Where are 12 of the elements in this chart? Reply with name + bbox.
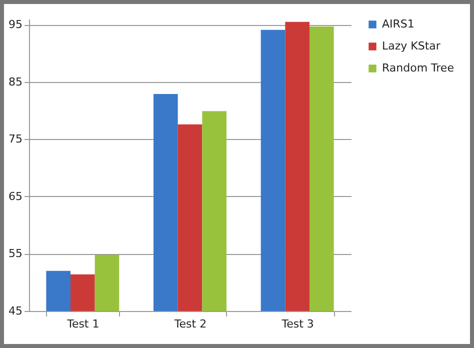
y-tick-label: 75 — [8, 132, 22, 146]
y-tick-label: 65 — [8, 190, 22, 203]
legend-label: Random Tree — [382, 62, 454, 74]
x-tick-label: Test 2 — [173, 318, 207, 330]
y-tick-label: 55 — [8, 247, 22, 260]
x-tick-label: Test 3 — [280, 318, 314, 330]
y-tick-label: 45 — [8, 304, 22, 318]
y-tick-label: 85 — [8, 75, 22, 88]
x-tick-label: Test 1 — [66, 318, 100, 330]
legend-label: AIRS1 — [382, 18, 414, 30]
y-tick-label: 95 — [8, 18, 22, 32]
legend-label: Lazy KStar — [382, 40, 441, 52]
